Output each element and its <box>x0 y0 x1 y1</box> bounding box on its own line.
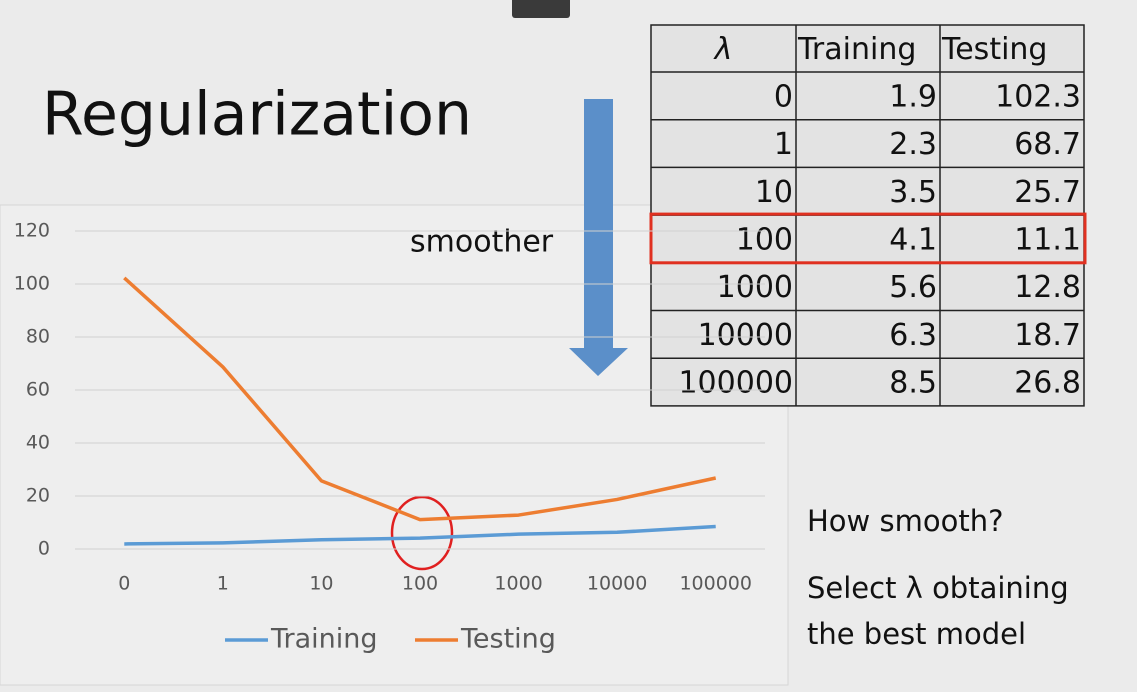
y-tick-label: 80 <box>26 326 50 348</box>
table-cell: 2.3 <box>889 127 937 162</box>
table-cell: 0 <box>774 79 793 114</box>
chart: 0 20 40 60 80 100 120 0 1 10 100 1000 10000 100000 Tra… <box>14 220 765 655</box>
x-tick-label: 100000 <box>679 573 752 595</box>
table-header: λ <box>713 32 733 67</box>
table-header: Training <box>797 32 916 67</box>
table-cell: 18.7 <box>1014 318 1081 353</box>
x-tick-label: 1000 <box>494 573 542 595</box>
table: λ Training Testing 0 1.9 102.3 1 2.3 68.7 10 3.5 25… <box>649 24 1087 407</box>
y-tick-label: 40 <box>26 432 50 454</box>
table-cell: 1.9 <box>889 79 937 114</box>
x-tick-label: 10 <box>309 573 333 595</box>
table-cell: 11.1 <box>1014 222 1081 257</box>
table-cell: 1000 <box>717 270 793 305</box>
table-cell: 100 <box>736 222 793 257</box>
table-cell: 6.3 <box>889 318 937 353</box>
x-tick-label: 100 <box>402 573 438 595</box>
x-tick-label: 1 <box>217 573 229 595</box>
legend-label: Training <box>270 624 378 655</box>
table-cell: 100000 <box>678 366 793 401</box>
table-cell: 68.7 <box>1014 127 1081 162</box>
highlight-circle <box>390 495 454 571</box>
table-cell: 1 <box>774 127 793 162</box>
table-cell: 25.7 <box>1014 175 1081 210</box>
y-tick-label: 20 <box>26 485 50 507</box>
y-tick-label: 0 <box>38 538 50 560</box>
notes: How smooth? Select λ obtaining the best mo… <box>807 504 1069 651</box>
table-cell: 10000 <box>698 318 793 353</box>
slide-title: Regularization <box>42 80 472 150</box>
x-tick-label: 0 <box>118 573 130 595</box>
note-text: the best model <box>807 617 1026 651</box>
row-highlight <box>649 212 1087 265</box>
series-line <box>123 276 717 522</box>
table-cell: 26.8 <box>1014 366 1081 401</box>
table-cell: 4.1 <box>889 222 937 257</box>
note-text: How smooth? <box>807 504 1003 538</box>
table-cell: 3.5 <box>889 175 937 210</box>
y-tick-label: 100 <box>14 273 50 295</box>
arrow-label: smoother <box>410 225 554 260</box>
note-text: Select λ obtaining <box>807 571 1069 605</box>
legend-label: Testing <box>460 624 556 655</box>
table-cell: 5.6 <box>889 270 937 305</box>
table-cell: 8.5 <box>889 366 937 401</box>
y-tick-label: 120 <box>14 220 50 242</box>
table-header: Testing <box>941 32 1047 67</box>
y-tick-label: 60 <box>26 379 50 401</box>
series-line <box>124 524 716 546</box>
x-tick-label: 10000 <box>587 573 647 595</box>
table-cell: 102.3 <box>995 79 1081 114</box>
table-cell: 10 <box>755 175 793 210</box>
table-cell: 12.8 <box>1014 270 1081 305</box>
down-arrow <box>569 99 628 376</box>
toolbar[interactable] <box>512 0 570 18</box>
